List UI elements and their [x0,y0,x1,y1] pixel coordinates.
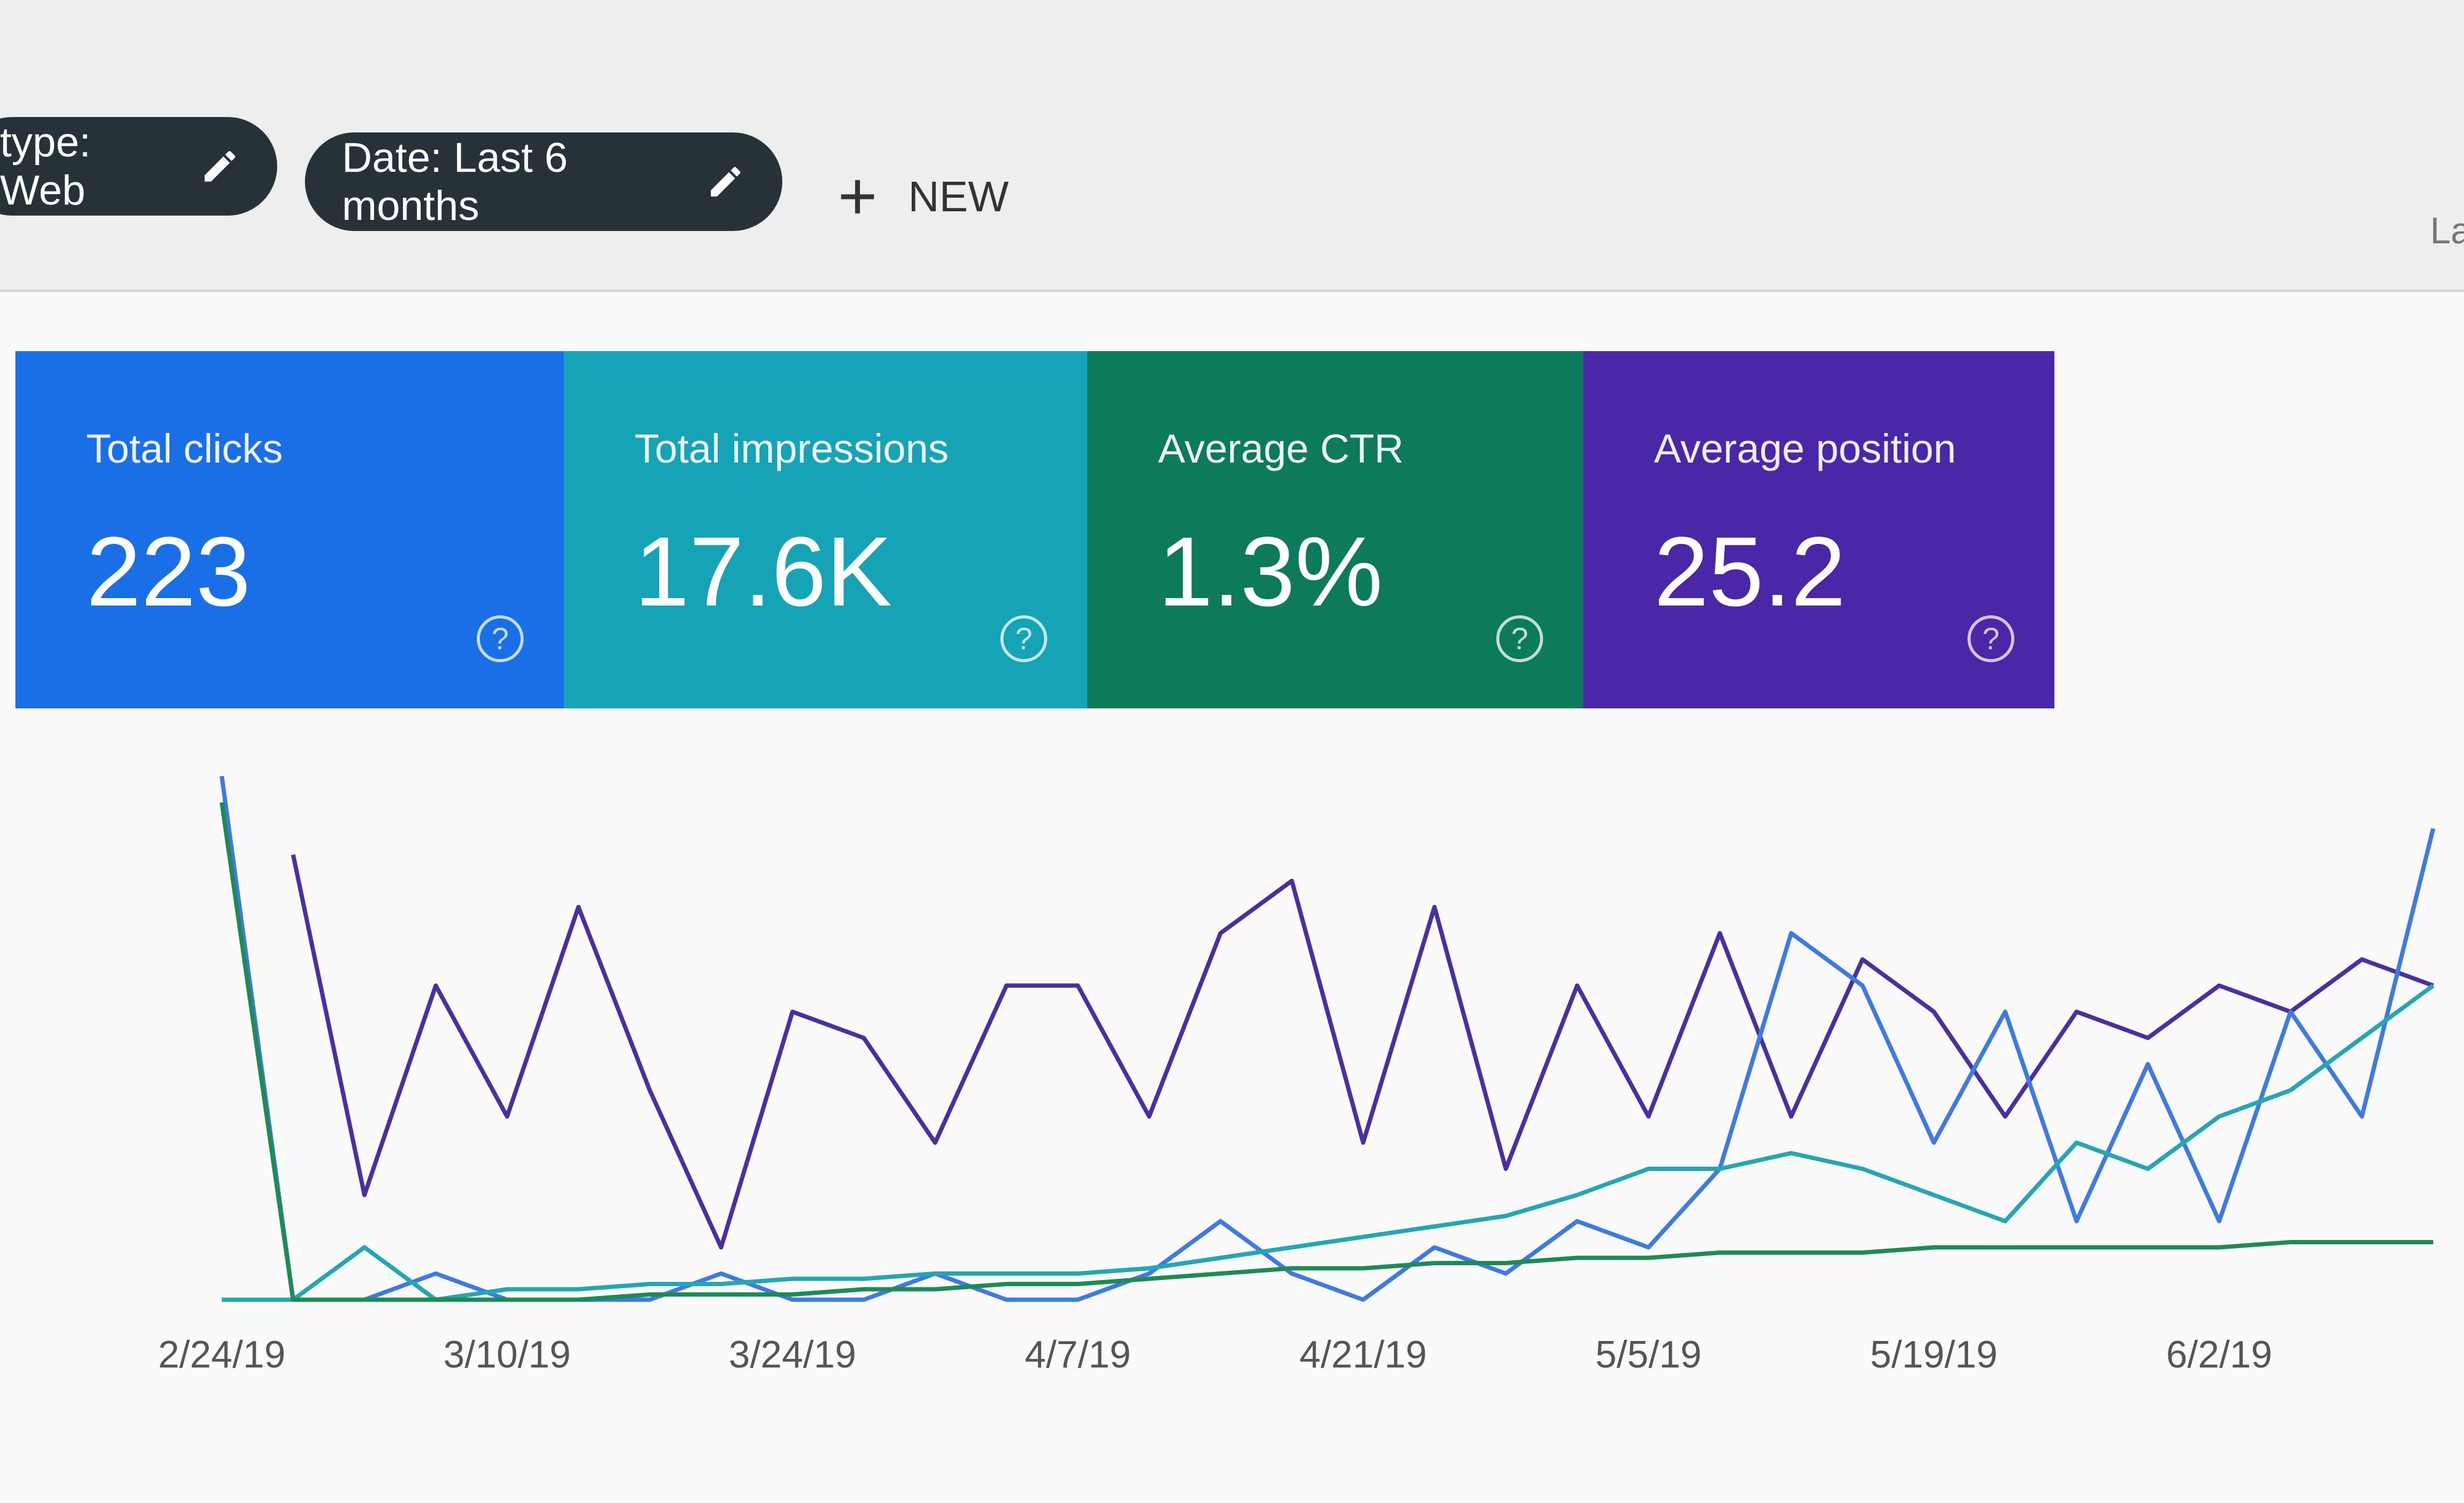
metric-value: 17.6K [634,516,893,626]
metric-label: Average position [1654,426,1956,471]
x-tick-label: 5/5/19 [1595,1334,1701,1376]
x-tick-label: 6/2/19 [2166,1334,2272,1376]
metric-card[interactable]: Total clicks 223? [15,351,564,708]
x-tick-label: 4/7/19 [1024,1334,1130,1376]
metric-label: Total impressions [634,426,949,471]
series-line [291,854,2434,1250]
x-tick-label: 5/19/19 [1870,1334,1998,1376]
chart: 2/24/19 3/10/19 3/24/19 4/7/19 4/21/19 5/5/19… [158,776,2436,1376]
metric-label: Average CTR [1158,426,1404,471]
x-tick-label: 4/21/19 [1299,1334,1427,1376]
cut-off-text: La [2430,210,2464,251]
x-tick-label: 3/10/19 [444,1334,571,1376]
edit-icon [205,151,235,182]
help-icon: ? [1968,615,2014,662]
metric-card[interactable]: Total impressions 17.6K? [564,351,1087,708]
x-tick-label: 3/24/19 [729,1334,856,1376]
edit-icon [711,167,740,196]
metric-label: Total clicks [86,426,283,471]
help-icon: ? [477,615,524,662]
metric-card[interactable]: Average position 25.2? [1583,351,2054,708]
x-tick-label: 2/24/19 [158,1334,286,1376]
metric-card[interactable]: Average CTR 1.3%? [1087,351,1583,708]
series-line [219,776,2436,1302]
metric-cards: Total clicks 223? Total impressions 17.6K? A… [15,351,2054,708]
new-button[interactable]: + NEW [838,157,1009,235]
metric-value: 1.3% [1158,516,1383,626]
help-icon: ? [1000,615,1047,662]
metric-value: 223 [86,516,251,626]
metric-value: 25.2 [1654,516,1846,626]
chip-label: type: Web [0,119,91,214]
toolbar: type: Web Date: Last 6 months + NEW La [0,0,2464,292]
filter-chip[interactable]: type: Web [0,117,277,216]
chip-label: Date: Last 6 months [342,134,568,229]
filter-chip[interactable]: Date: Last 6 months [305,132,782,231]
button-label: NEW [908,172,1009,221]
series-line [222,984,2435,1302]
help-icon: ? [1496,615,1543,662]
plus-icon: + [838,158,878,234]
series-line [219,802,2433,1302]
